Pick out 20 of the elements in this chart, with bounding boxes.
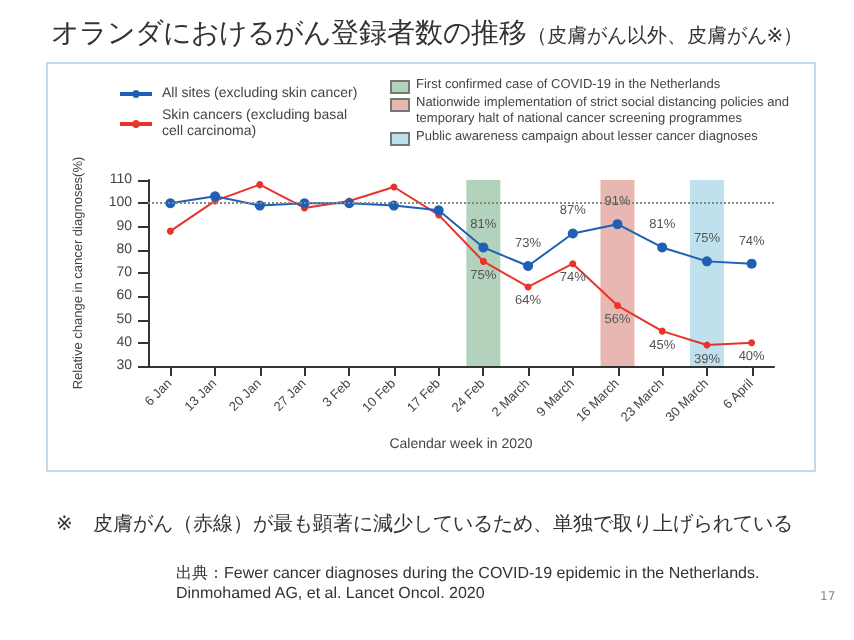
point [433,205,444,216]
point [256,181,264,189]
point [748,339,756,347]
chart-title: オランダにおけるがん登録者数の推移 [50,18,527,50]
chart-subtitle: （皮膚がん以外、皮膚がん※） [526,26,804,48]
point [567,228,578,239]
text: ※ 皮膚がん（赤線）が最も顕著に減少しているため、単独で取り上げられている [56,511,793,538]
point [746,258,757,269]
point [657,242,668,253]
point [569,260,577,268]
point [614,302,621,310]
point [612,219,623,230]
source-note: 出典：Fewer cancer diagnoses during the COVID-19 epidemic in the Netherlands. Dinmohamed AG, et al. Lancet Oncol. 2020 [176,564,760,604]
point [210,191,221,202]
point [166,227,174,235]
point [479,257,487,265]
point [523,261,534,272]
point [478,242,489,253]
point [701,256,712,267]
point [658,327,666,335]
